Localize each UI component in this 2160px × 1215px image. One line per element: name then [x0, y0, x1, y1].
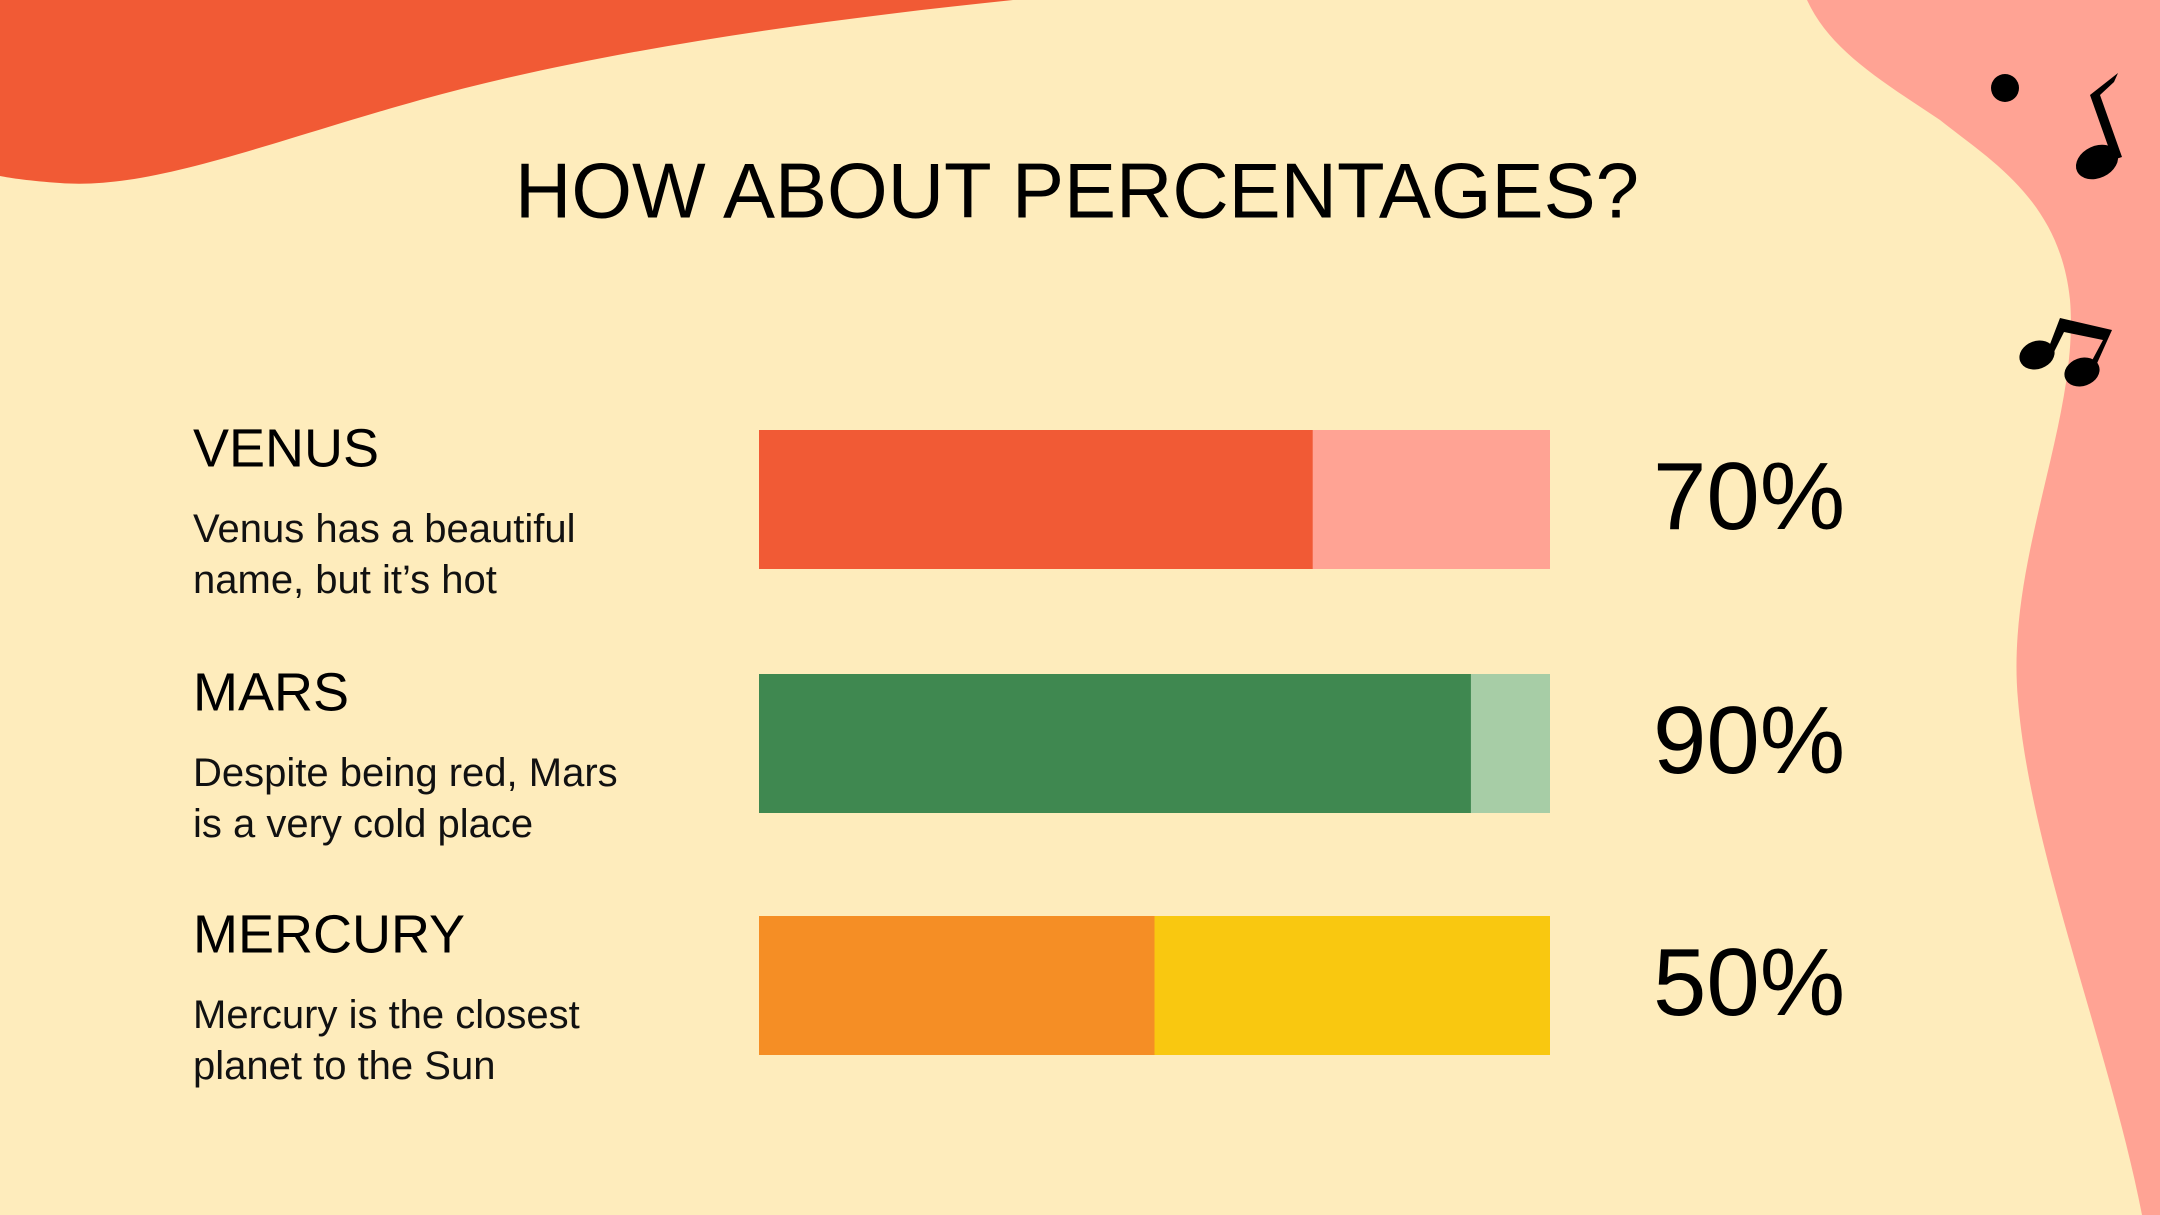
- category-description: Despite being red, Mars is a very cold p…: [193, 751, 618, 846]
- category-name: VENUS: [193, 418, 379, 478]
- category-description: Mercury is the closest planet to the Sun: [193, 993, 580, 1088]
- bar: [759, 674, 1471, 813]
- value-label: 90%: [1653, 687, 1845, 794]
- bar: [759, 430, 1313, 569]
- category-name: MERCURY: [193, 904, 465, 964]
- bar: [759, 916, 1155, 1055]
- slide-title: HOW ABOUT PERCENTAGES?: [515, 147, 1639, 235]
- category-description: Venus has a beautiful name, but it’s hot: [193, 507, 576, 602]
- side-blob: [1807, 0, 2160, 1215]
- corner-blob: [0, 0, 1013, 184]
- category-name: MARS: [193, 662, 349, 722]
- music-notes: [1991, 73, 2122, 387]
- value-label: 70%: [1653, 443, 1845, 550]
- value-label: 50%: [1653, 929, 1845, 1036]
